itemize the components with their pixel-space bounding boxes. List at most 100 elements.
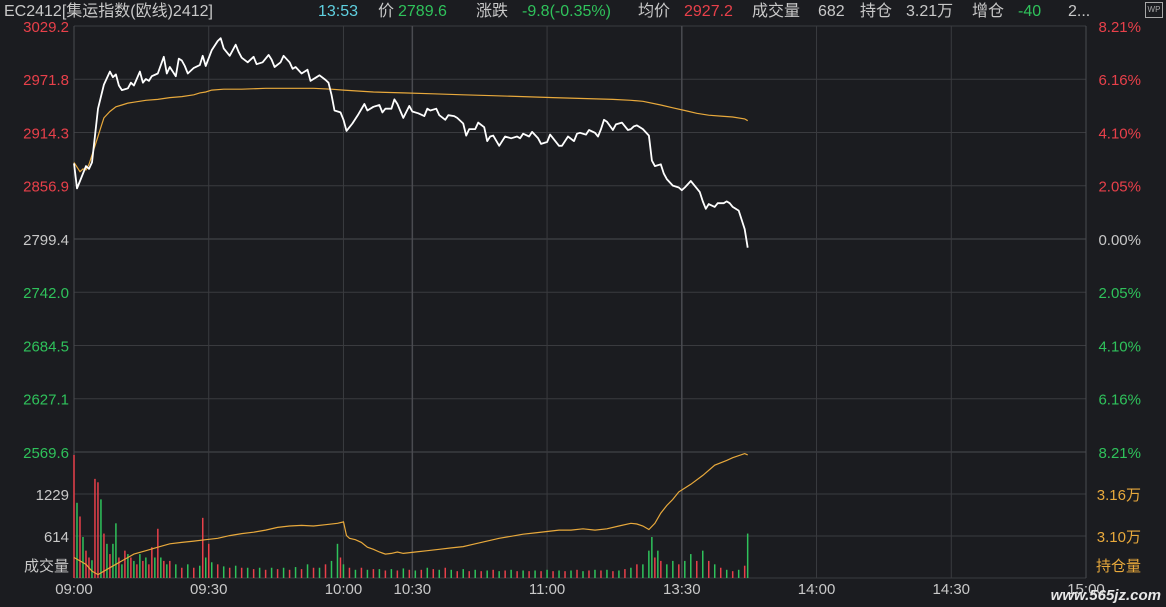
price-line: [73, 37, 749, 248]
volume-bar: [312, 567, 315, 578]
volume-bar: [270, 567, 273, 578]
volume-value: 682: [818, 3, 845, 20]
volume-bar: [684, 560, 686, 578]
volume-bar: [510, 569, 512, 578]
volume-bar: [522, 570, 524, 578]
y-tick-label-left: 3029.2: [23, 19, 69, 36]
y-tick-label-left: 2914.3: [23, 126, 69, 143]
avg-price-value: 2927.2: [684, 3, 733, 20]
y-tick-label-right: 4.10%: [1098, 126, 1141, 143]
volume-bar: [492, 569, 494, 578]
volume-bar: [540, 571, 542, 578]
volume-bar: [606, 569, 608, 578]
volume-bar: [106, 543, 108, 578]
x-tick-label: 15:00: [1067, 581, 1105, 598]
volume-bar: [210, 562, 213, 578]
volume-bar: [468, 571, 470, 578]
y-tick-label-left: 2684.5: [23, 339, 69, 356]
volume-tick-label: 614: [44, 529, 69, 546]
volume-bar: [193, 567, 195, 578]
volume-bar: [378, 569, 381, 578]
average-price-line: [73, 87, 749, 173]
volume-bar: [450, 569, 453, 578]
volume-bar: [696, 560, 698, 578]
y-tick-label-left: 2742.0: [23, 285, 69, 302]
oi-tick-label: 3.16万: [1097, 487, 1141, 504]
change-label: 涨跌: [476, 3, 509, 20]
volume-bar: [154, 557, 156, 578]
volume-bar: [282, 567, 285, 578]
volume-bar: [145, 557, 147, 578]
volume-bar: [642, 564, 644, 578]
volume-bar: [234, 565, 237, 578]
volume-bar: [127, 554, 129, 578]
volume-bar: [330, 560, 333, 578]
volume-bar: [187, 564, 189, 578]
volume-bar: [199, 565, 201, 578]
volume-bar: [228, 567, 231, 578]
volume-bar: [372, 569, 375, 578]
volume-bar: [432, 569, 435, 578]
volume-bar: [118, 557, 120, 578]
x-tick-label: 14:30: [932, 581, 970, 598]
volume-bar: [103, 533, 105, 578]
volume-bar: [713, 564, 716, 578]
volume-bar: [456, 571, 458, 578]
volume-bar: [498, 571, 500, 578]
volume-bar: [552, 571, 554, 578]
volume-bar: [246, 567, 249, 578]
volume-bar: [534, 570, 536, 578]
volume-bar: [157, 528, 159, 578]
volume-bar: [702, 550, 704, 578]
volume-bar: [82, 536, 84, 578]
volume-bar: [324, 564, 327, 578]
volume-bar: [660, 560, 662, 578]
volume-label: 成交量: [752, 3, 801, 20]
volume-bar: [97, 482, 99, 578]
y-tick-label-right: 0.00%: [1098, 232, 1141, 249]
volume-bar: [294, 567, 297, 578]
x-tick-label: 11:00: [529, 581, 565, 598]
x-tick-label: 10:30: [394, 581, 432, 598]
volume-bar: [148, 564, 150, 578]
volume-bar: [204, 557, 207, 578]
volume-bar: [252, 569, 255, 578]
open-interest-line: [73, 452, 748, 576]
volume-bar: [181, 567, 183, 578]
volume-bar: [624, 569, 626, 578]
volume-bar: [139, 554, 141, 578]
volume-bar: [558, 570, 560, 578]
volume-bar: [166, 564, 168, 578]
contract-name: EC2412[集运指数(欧线)2412]: [4, 3, 213, 20]
volume-bar: [100, 499, 102, 578]
volume-bar: [73, 454, 75, 578]
volume-bar: [264, 569, 267, 578]
volume-bar: [666, 564, 668, 578]
volume-bar: [444, 567, 447, 578]
volume-bar: [486, 570, 488, 578]
volume-bar: [112, 543, 114, 578]
volume-bar: [169, 560, 171, 578]
wp-badge-icon[interactable]: WP: [1145, 2, 1163, 18]
volume-bar: [300, 569, 303, 578]
open-interest-value: 3.21万: [906, 3, 954, 20]
volume-bar: [594, 569, 596, 578]
volume-bar: [474, 569, 476, 578]
volume-bar: [306, 564, 309, 578]
y-tick-label-right: 6.16%: [1098, 392, 1141, 409]
volume-bar: [151, 547, 153, 578]
volume-bar: [390, 569, 393, 578]
volume-bar: [600, 570, 602, 578]
y-tick-label-right: 6.16%: [1098, 72, 1141, 89]
y-tick-label-right: 8.21%: [1098, 445, 1141, 462]
volume-bar: [746, 533, 749, 578]
volume-bar: [240, 567, 243, 578]
avg-price-label: 均价: [638, 3, 671, 20]
oi-tick-label: 3.10万: [1097, 529, 1141, 546]
volume-bar: [420, 569, 423, 578]
y-tick-label-right: 2.05%: [1098, 285, 1141, 302]
y-tick-label-left: 2856.9: [23, 179, 69, 196]
quote-time: 13:53: [318, 3, 359, 20]
volume-bar: [348, 567, 351, 578]
watermark: www.565jz.com: [1051, 587, 1161, 604]
